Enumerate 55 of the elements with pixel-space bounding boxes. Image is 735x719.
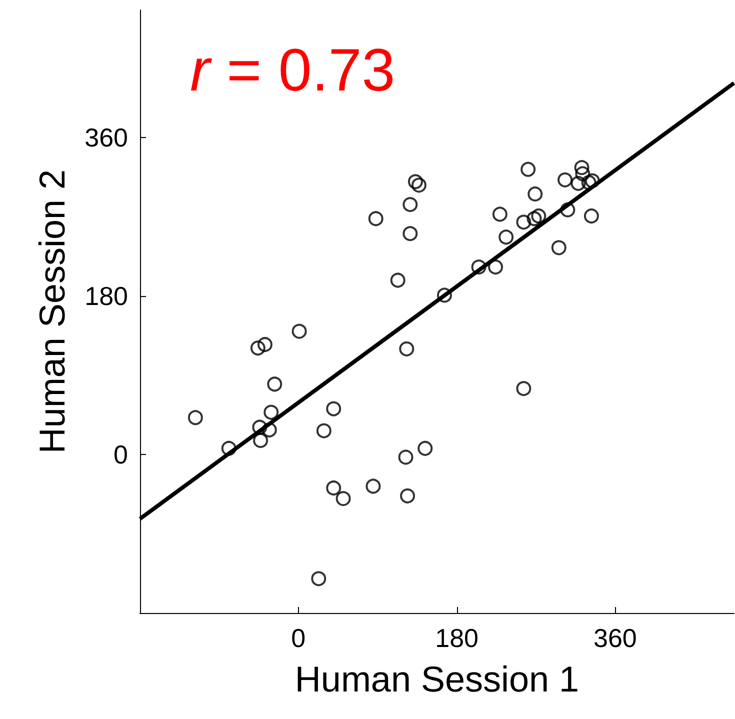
point [326, 401, 342, 416]
x-tick-label: 360 [594, 623, 637, 653]
point [560, 202, 576, 218]
point [402, 226, 418, 242]
x-axis-title: Human Session 1 [294, 658, 580, 700]
point [326, 480, 342, 496]
point [188, 410, 203, 426]
y-axis-title: Human Session 2 [32, 169, 72, 454]
point [551, 240, 566, 256]
point [471, 260, 486, 275]
point [574, 160, 590, 176]
point [267, 376, 282, 392]
y-tick-label: 360 [84, 122, 128, 153]
point [498, 230, 514, 245]
point [400, 488, 416, 504]
point [366, 478, 381, 494]
point [221, 440, 236, 456]
point [411, 178, 426, 193]
point [316, 423, 332, 438]
point [531, 208, 546, 224]
point [436, 288, 452, 303]
x-tick-label: 180 [435, 623, 478, 653]
point [336, 491, 351, 506]
point [418, 440, 433, 456]
point [570, 176, 586, 191]
point [311, 571, 326, 586]
x-tick-label: 0 [291, 623, 306, 653]
point [408, 174, 423, 190]
y-tick-label: 180 [84, 281, 128, 312]
point [520, 162, 536, 177]
point [488, 260, 504, 275]
point [492, 206, 508, 222]
point [581, 175, 596, 190]
point [584, 173, 600, 188]
point [252, 420, 268, 435]
point [398, 450, 414, 465]
point [402, 197, 418, 212]
point [250, 340, 266, 356]
point [368, 211, 384, 226]
point [390, 272, 406, 288]
point [253, 432, 268, 448]
point [292, 324, 307, 339]
point [399, 341, 414, 356]
point [257, 337, 272, 352]
point [526, 211, 542, 226]
y-tick-label: 0 [114, 440, 128, 470]
point [575, 166, 590, 182]
point [558, 172, 573, 188]
point [264, 404, 279, 420]
point [262, 422, 277, 438]
point [516, 214, 532, 230]
point [528, 186, 543, 202]
annotation: r = 0.73 [190, 36, 396, 104]
point [516, 381, 532, 396]
point [584, 208, 599, 224]
